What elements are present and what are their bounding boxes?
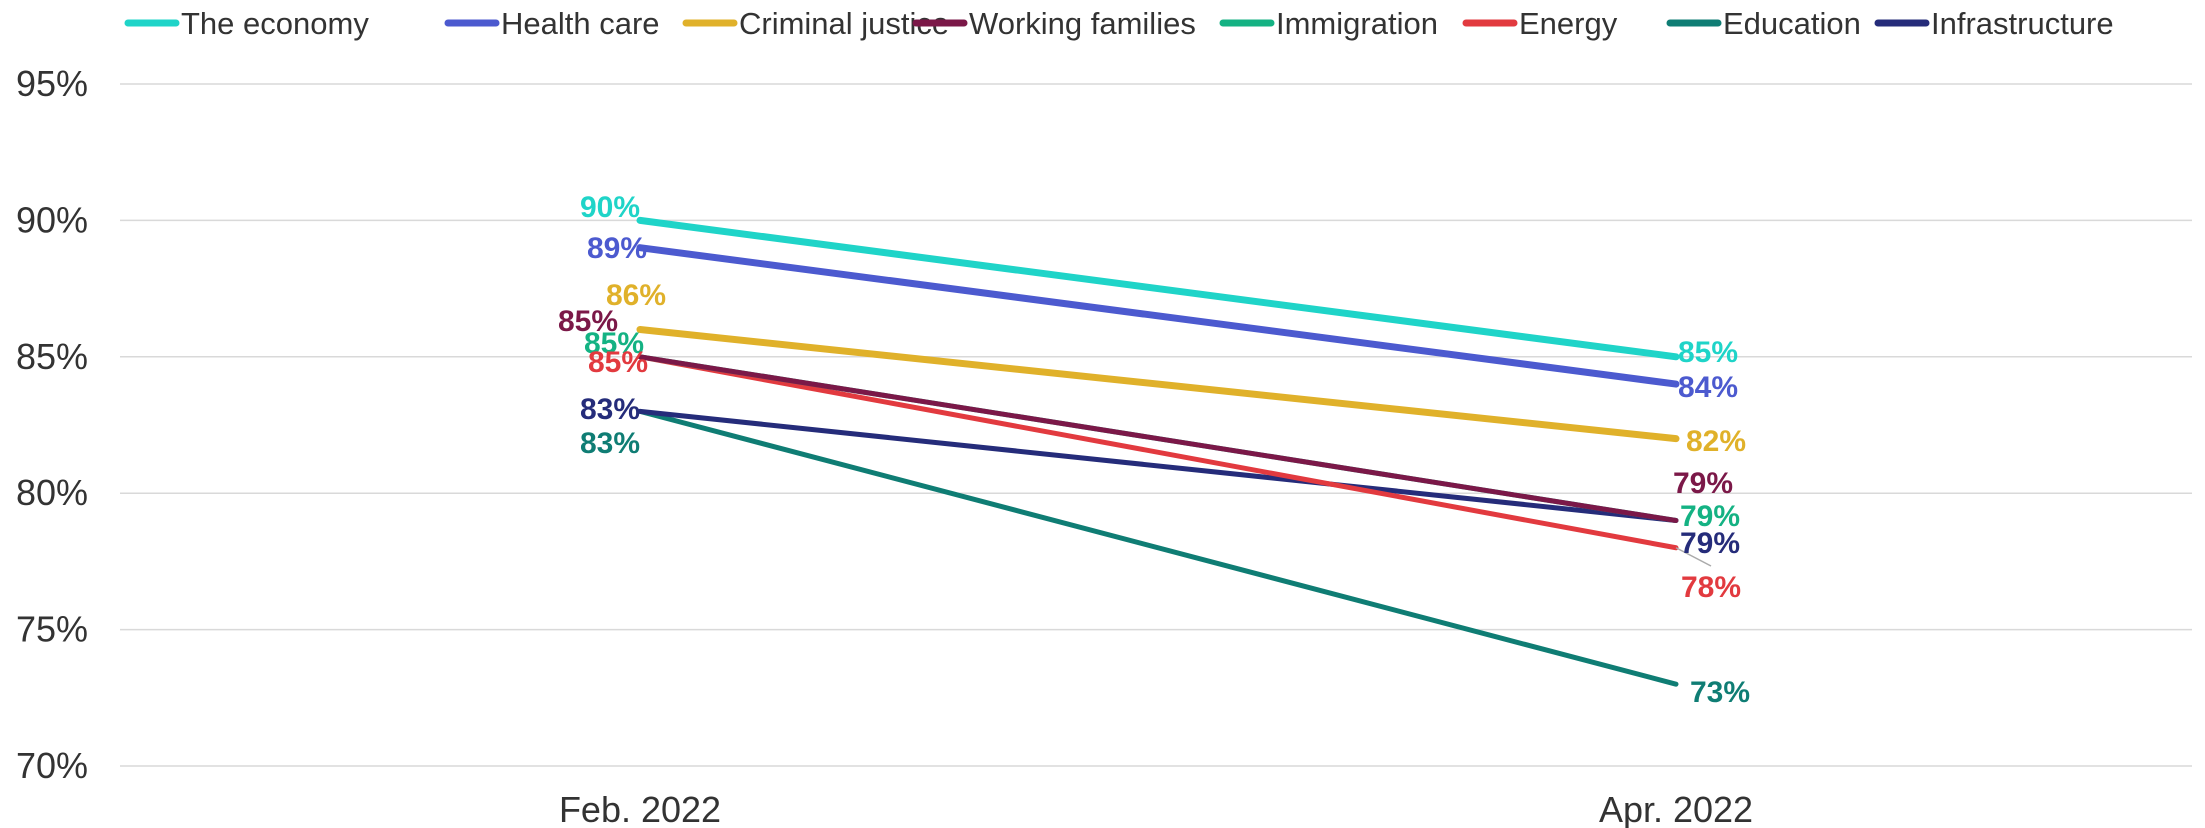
y-tick-label: 75% <box>16 609 88 650</box>
energy-label-connector <box>1675 547 1712 567</box>
label-connectors <box>1675 547 1712 567</box>
data-label-health-care-feb: 89% <box>587 232 647 265</box>
y-tick-label: 80% <box>16 472 88 513</box>
legend-item-working-families: Working families <box>912 6 1196 41</box>
x-tick-label: Feb. 2022 <box>559 789 721 828</box>
y-tick-label: 70% <box>16 745 88 786</box>
legend-item-immigration: Immigration <box>1219 6 1438 41</box>
legend-label: Education <box>1723 6 1861 41</box>
series-line-energy <box>637 354 1679 551</box>
y-tick-label: 85% <box>16 336 88 377</box>
legend-item-education: Education <box>1666 6 1861 41</box>
data-label-criminal-justice-feb: 86% <box>606 279 666 312</box>
legend-item-health-care: Health care <box>444 6 660 41</box>
gridlines <box>120 83 2192 767</box>
data-label-education-apr: 73% <box>1690 676 1750 709</box>
series-lines <box>636 216 1680 687</box>
data-label-infrastructure-apr: 79% <box>1680 527 1740 560</box>
data-label-working-families-feb: 85% <box>558 305 618 338</box>
legend-label: Energy <box>1519 6 1618 41</box>
data-label-the-economy-feb: 90% <box>580 191 640 224</box>
legend: The economy Health care Criminal justice Wo… <box>124 6 2114 41</box>
data-label-criminal-justice-apr: 82% <box>1686 425 1746 458</box>
legend-item-criminal-justice: Criminal justice <box>682 6 949 41</box>
x-axis-tick-labels: Feb. 2022 Apr. 2022 <box>559 789 1753 828</box>
x-tick-label: Apr. 2022 <box>1599 789 1753 828</box>
series-line-education <box>637 408 1679 687</box>
legend-label: Infrastructure <box>1931 6 2114 41</box>
data-label-energy-feb: 85% <box>588 346 648 379</box>
data-label-immigration-apr: 79% <box>1680 500 1740 533</box>
data-labels: 85% 79% 85% 79% 85% 78% 83% 79% 83% 73% 86% 82% 89% 8… <box>558 191 1750 709</box>
legend-label: Immigration <box>1276 6 1438 41</box>
data-label-the-economy-apr: 85% <box>1678 336 1738 369</box>
series-line-criminal-justice <box>636 326 1680 443</box>
legend-label: The economy <box>181 6 369 41</box>
series-line-working-families <box>637 354 1679 523</box>
legend-label: Health care <box>501 6 660 41</box>
data-label-immigration-feb: 85% <box>584 327 644 360</box>
y-tick-label: 95% <box>16 63 88 104</box>
data-label-health-care-apr: 84% <box>1678 371 1738 404</box>
legend-label: Working families <box>969 6 1196 41</box>
data-label-infrastructure-feb: 83% <box>580 393 640 426</box>
y-axis-tick-labels: 70% 75% 80% 85% 90% 95% <box>16 63 88 786</box>
legend-item-the-economy: The economy <box>124 6 369 41</box>
legend-item-energy: Energy <box>1462 6 1618 41</box>
series-line-health-care <box>636 244 1680 388</box>
data-label-working-families-apr: 79% <box>1673 467 1733 500</box>
series-line-the-economy <box>636 216 1680 361</box>
y-tick-label: 90% <box>16 199 88 240</box>
legend-item-infrastructure: Infrastructure <box>1874 6 2114 41</box>
series-line-infrastructure <box>637 408 1679 523</box>
data-label-education-feb: 83% <box>580 427 640 460</box>
data-label-energy-apr: 78% <box>1681 571 1741 604</box>
